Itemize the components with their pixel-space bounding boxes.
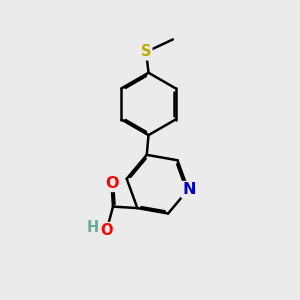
Text: H: H bbox=[87, 220, 99, 235]
Text: N: N bbox=[182, 182, 196, 197]
Text: O: O bbox=[105, 176, 118, 191]
Text: O: O bbox=[100, 223, 113, 238]
Text: S: S bbox=[141, 44, 152, 59]
